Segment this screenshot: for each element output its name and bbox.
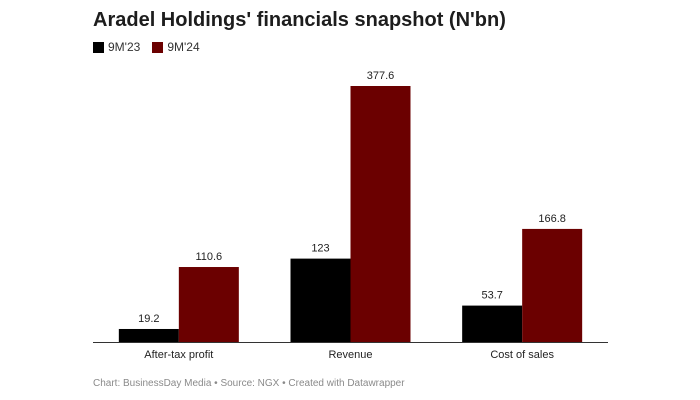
chart-legend: 9M'23 9M'24 [93,40,212,54]
legend-item-9m23: 9M'23 [93,40,140,54]
value-label-revenue-9m24: 377.6 [367,70,395,82]
value-label-cost-of-sales-9m23: 53.7 [481,290,502,302]
legend-swatch-9m24 [152,41,164,53]
x-tick-label-cost-of-sales: Cost of sales [490,349,554,361]
value-label-after-tax-profit-9m23: 19.2 [138,313,159,325]
bar-after-tax-profit-9m23 [118,328,179,342]
chart-footer: Chart: BusinessDay Media • Source: NGX •… [93,378,405,389]
legend-label-9m23: 9M'23 [108,40,141,54]
bar-cost-of-sales-9m24 [522,228,583,342]
legend-swatch-9m23 [93,41,104,53]
x-tick-label-after-tax-profit: After-tax profit [144,349,213,361]
legend-item-9m24: 9M'24 [152,40,200,54]
bar-cost-of-sales-9m23 [462,305,523,342]
bar-after-tax-profit-9m24 [178,267,239,342]
bar-revenue-9m23 [290,258,351,342]
chart-title: Aradel Holdings' financials snapshot (N'… [93,9,506,31]
x-tick-label-revenue: Revenue [328,349,372,361]
value-label-revenue-9m23: 123 [311,243,329,255]
legend-label-9m24: 9M'24 [167,40,200,54]
value-label-after-tax-profit-9m24: 110.6 [195,251,222,263]
value-label-cost-of-sales-9m24: 166.8 [538,213,566,225]
bar-revenue-9m24 [350,86,411,342]
